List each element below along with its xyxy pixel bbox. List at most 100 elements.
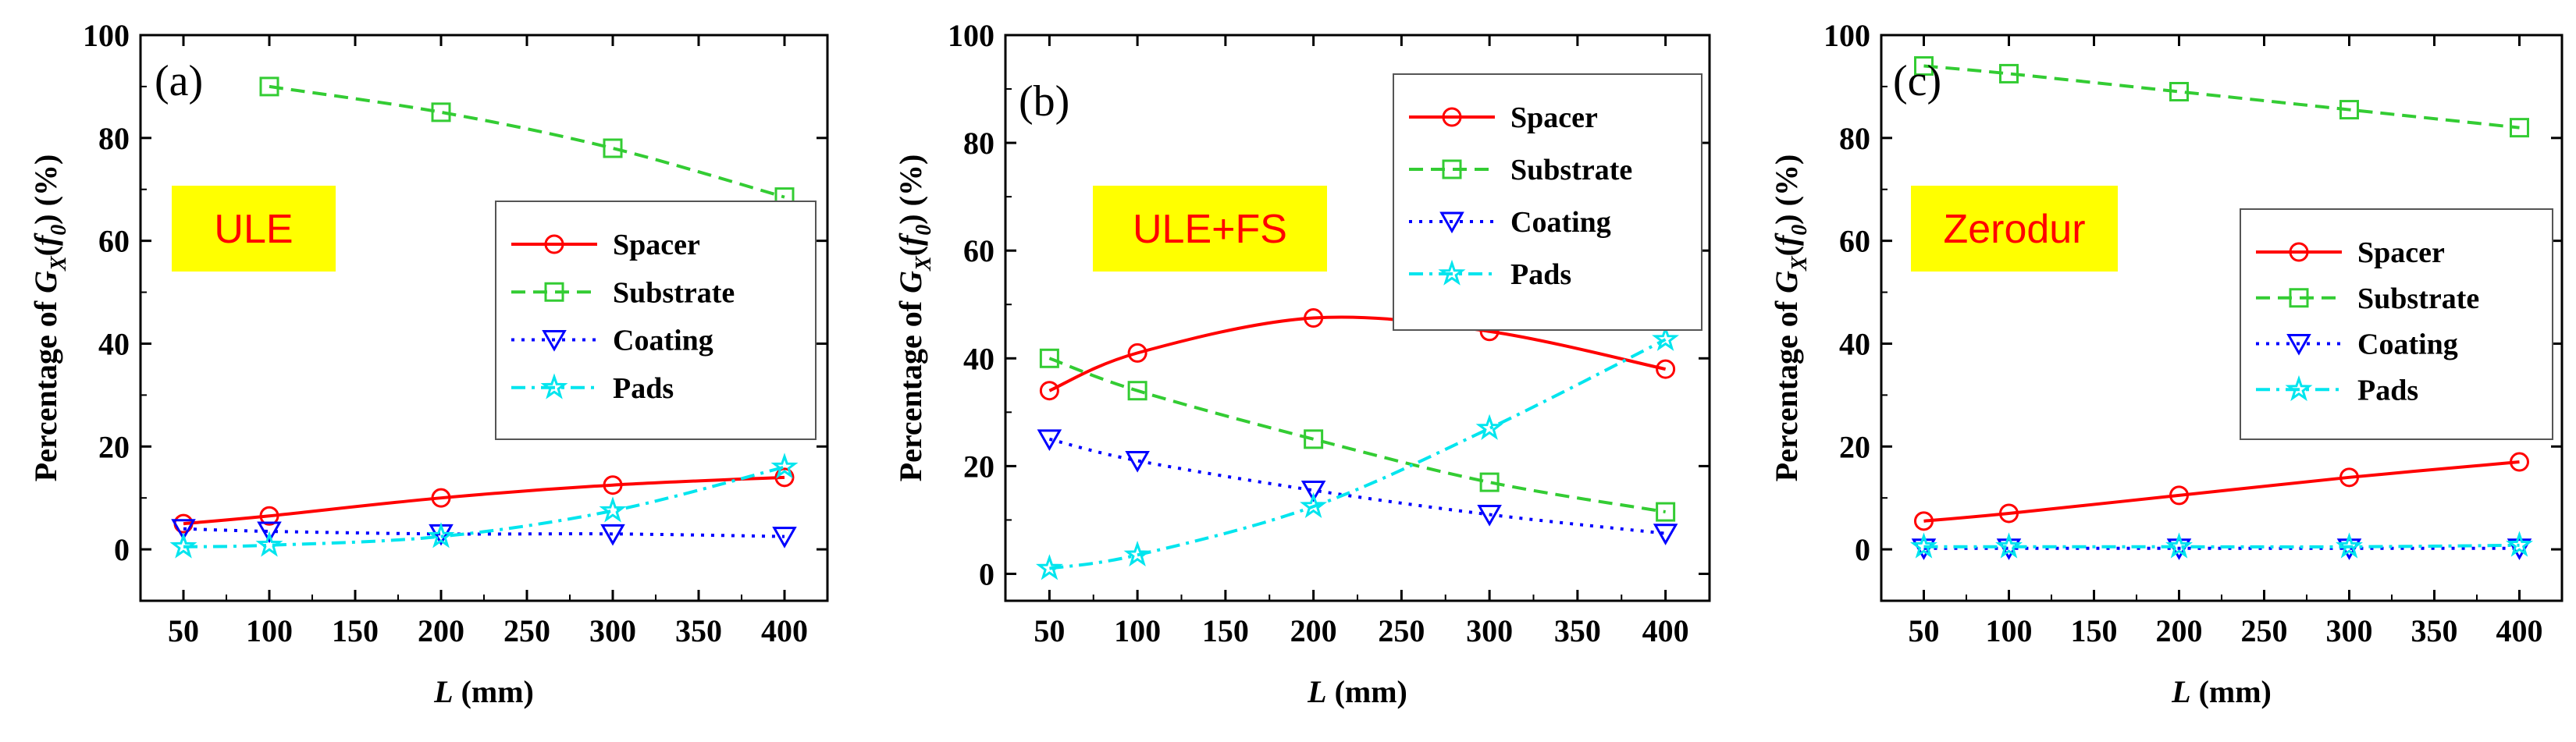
x-tick-label: 400 <box>2496 613 2543 648</box>
x-tick-label: 250 <box>1378 613 1425 648</box>
legend-label: Pads <box>613 372 674 405</box>
series-line-spacer <box>1923 460 2520 523</box>
legend-marker <box>544 282 564 302</box>
x-tick-label: 250 <box>503 613 550 648</box>
x-axis-label: L (mm) <box>433 674 534 709</box>
y-tick-label: 60 <box>1839 224 1870 259</box>
data-point-spacer <box>1999 503 2019 524</box>
y-axis-label: Percentage of GX(f0) (%) <box>28 154 71 482</box>
x-tick-label: 300 <box>589 613 636 648</box>
y-axis-label-part: f <box>893 233 928 246</box>
data-point-coating <box>1037 429 1062 451</box>
legend-label: Spacer <box>613 229 700 261</box>
x-axis-label-unit: (mm) <box>454 674 534 709</box>
series-line-substrate <box>1923 64 2520 130</box>
y-axis-label-part: Percentage of <box>1769 293 1804 481</box>
y-tick-label: 80 <box>98 121 130 156</box>
data-point-coating <box>600 524 625 546</box>
data-point-pads <box>1910 532 1937 559</box>
series-line-pads <box>1049 338 1667 570</box>
material-tag-bg <box>1911 186 2118 272</box>
x-axis-label-var: L <box>2171 674 2190 709</box>
y-axis-label: Percentage of GX(f0) (%) <box>893 154 936 482</box>
x-axis-label-unit: (mm) <box>2191 674 2272 709</box>
data-point-substrate <box>1304 429 1324 449</box>
data-point-spacer <box>259 506 279 526</box>
y-axis-label-part: X <box>1788 255 1812 272</box>
data-point-pads <box>599 496 627 523</box>
data-point-pads <box>1475 414 1503 440</box>
data-point-coating <box>1125 450 1150 473</box>
legend-marker <box>542 330 567 352</box>
series-line-pads <box>1923 543 2520 549</box>
legend-marker <box>1442 107 1462 127</box>
y-axis-label-part: Percentage of <box>28 293 63 481</box>
y-tick-label: 20 <box>1839 429 1870 464</box>
y-tick-label: 60 <box>963 233 994 268</box>
data-point-pads <box>1123 541 1151 567</box>
y-axis-label-part: G <box>28 271 63 293</box>
x-axis-label: L (mm) <box>2171 674 2272 709</box>
series-line-substrate <box>269 84 785 199</box>
chart-panel-2: 50 100 150 200 250 300 350 400 0 20 40 60 80 100 L (mm… <box>893 18 1711 709</box>
data-point-substrate <box>1914 56 1934 76</box>
legend-label: Substrate <box>613 276 735 309</box>
legend-label: Spacer <box>1510 101 1598 134</box>
data-point-substrate <box>1656 502 1676 522</box>
chart-panel-3: 50 100 150 200 250 300 350 400 0 20 40 60 80 100 L (mm… <box>1769 18 2564 709</box>
panel-label: (b) <box>1019 77 1069 126</box>
y-axis-label-part: Percentage of <box>893 293 928 481</box>
data-point-spacer <box>1656 359 1676 379</box>
x-tick-label: 300 <box>1466 613 1513 648</box>
legend-box <box>495 201 817 440</box>
y-axis-label-part: X <box>912 255 936 272</box>
data-point-substrate <box>2339 100 2359 120</box>
legend-label: Substrate <box>2357 282 2479 315</box>
x-tick-label: 100 <box>1114 613 1161 648</box>
data-point-substrate <box>1479 472 1500 492</box>
data-point-coating <box>257 521 282 544</box>
data-point-pads <box>169 532 197 559</box>
data-point-pads <box>2336 532 2363 559</box>
data-point-coating <box>171 519 196 541</box>
legend-marker <box>540 373 568 399</box>
x-tick-label: 350 <box>675 613 722 648</box>
series-line-spacer <box>1048 315 1667 392</box>
y-tick-label: 20 <box>963 449 994 484</box>
data-point-spacer <box>603 475 623 495</box>
data-point-substrate <box>2169 82 2189 101</box>
data-point-pads <box>1036 554 1063 580</box>
material-tag: Zerodur <box>1943 207 2085 252</box>
x-axis-label-unit: (mm) <box>1327 674 1407 709</box>
data-point-pads <box>1652 325 1680 351</box>
y-axis-label-part: G <box>893 271 928 293</box>
series-line-spacer <box>183 475 785 526</box>
data-point-pads <box>1995 532 2023 559</box>
panel-label: (c) <box>1893 57 1941 105</box>
legend-marker <box>2289 242 2309 262</box>
material-tag: ULE+FS <box>1133 207 1287 252</box>
series-line-coating <box>183 527 785 538</box>
data-point-spacer <box>1914 511 1934 531</box>
x-tick-label: 350 <box>1554 613 1601 648</box>
legend-marker <box>2286 334 2311 356</box>
legend-label: Pads <box>2357 374 2418 407</box>
y-axis-label-part: ) (%) <box>893 154 928 225</box>
y-axis-label-part: ( <box>28 246 63 256</box>
data-point-spacer <box>2339 467 2359 488</box>
data-point-coating <box>1477 505 1502 527</box>
data-point-pads <box>427 522 455 549</box>
data-point-spacer <box>1127 343 1147 363</box>
legend-marker <box>1442 159 1462 179</box>
data-point-spacer <box>774 467 795 488</box>
legend: Spacer Substrate Coating Pads <box>2240 208 2553 440</box>
x-axis-label: L (mm) <box>1307 674 1407 709</box>
legend-label: Coating <box>1510 206 1611 239</box>
data-point-substrate <box>259 76 279 97</box>
data-point-substrate <box>1039 348 1059 368</box>
x-tick-label: 50 <box>1909 613 1940 648</box>
legend-label: Coating <box>613 325 713 357</box>
y-axis-label-part: X <box>47 255 71 272</box>
y-axis-label-part: ( <box>1769 246 1804 256</box>
